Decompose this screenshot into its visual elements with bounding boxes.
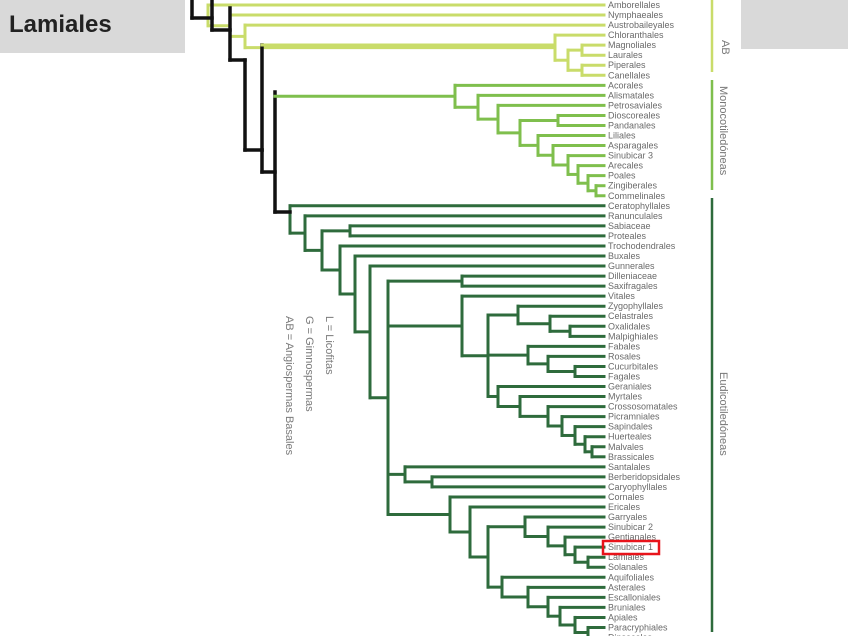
taxon-label: Bruniales xyxy=(608,602,646,612)
taxon-label: Dioscoreales xyxy=(608,110,661,120)
taxon-label: Ceratophyllales xyxy=(608,201,671,211)
tree-branches xyxy=(190,0,606,636)
taxon-label: Asparagales xyxy=(608,141,659,151)
taxon-label: Cucurbitales xyxy=(608,361,659,371)
taxon-label: Sapindales xyxy=(608,422,653,432)
taxon-label: Dipsacales xyxy=(608,633,653,636)
taxon-label: Dilleniaceae xyxy=(608,271,657,281)
taxon-label: Amborellales xyxy=(608,0,661,10)
taxon-label: Saxifragales xyxy=(608,281,658,291)
taxon-label: Laurales xyxy=(608,50,643,60)
taxon-label: Oxalidales xyxy=(608,321,651,331)
legend-line-2: G = Gimnospermas xyxy=(303,316,315,412)
taxon-label: Solanales xyxy=(608,562,648,572)
taxon-label: Rosales xyxy=(608,351,641,361)
group-label-eudicot: Eudicotiledóneas xyxy=(717,372,729,456)
taxon-label: Sabiaceae xyxy=(608,221,651,231)
slide-header-bar-right xyxy=(741,0,848,49)
taxon-label: Malvales xyxy=(608,442,644,452)
taxon-label: Buxales xyxy=(608,251,641,261)
slide-title: Lamiales xyxy=(9,11,112,38)
legend-line-1: L = Licofitas xyxy=(323,316,335,375)
taxon-label: Vitales xyxy=(608,291,635,301)
taxon-label: Picramniales xyxy=(608,412,660,422)
taxon-label: Escalloniales xyxy=(608,592,661,602)
taxon-label: Berberidopsidales xyxy=(608,472,681,482)
taxon-label: Commelinales xyxy=(608,191,666,201)
legend-line-3: AB = Angiospermas Basales xyxy=(283,316,295,456)
highlight-box xyxy=(601,539,661,556)
taxon-label: Nymphaeales xyxy=(608,10,664,20)
taxon-label: Acorales xyxy=(608,80,644,90)
taxon-label: Celastrales xyxy=(608,311,654,321)
taxon-label: Austrobaileyales xyxy=(608,20,675,30)
taxon-label: Trochodendrales xyxy=(608,241,676,251)
taxon-label: Santalales xyxy=(608,462,651,472)
group-label-mono: Monocotiledóneas xyxy=(717,86,729,176)
taxon-label: Brassicales xyxy=(608,452,655,462)
taxon-label: Caryophyllales xyxy=(608,482,668,492)
taxon-label: Liliales xyxy=(608,131,636,141)
taxon-label: Proteales xyxy=(608,231,647,241)
group-label-ab: AB xyxy=(719,40,731,55)
taxon-label: Fagales xyxy=(608,371,641,381)
taxon-label: Chloranthales xyxy=(608,30,664,40)
taxon-label: Zingiberales xyxy=(608,181,658,191)
taxon-label: Poales xyxy=(608,171,636,181)
taxon-label: Myrtales xyxy=(608,392,643,402)
taxon-label: Sinubicar 2 xyxy=(608,522,653,532)
taxon-label: Apiales xyxy=(608,612,638,622)
taxon-label: Asterales xyxy=(608,582,646,592)
taxon-labels: AmborellalesNymphaealesAustrobaileyalesC… xyxy=(608,0,681,636)
taxon-label: Zygophyllales xyxy=(608,301,664,311)
taxon-label: Paracryphiales xyxy=(608,622,668,632)
taxon-label: Canellales xyxy=(608,70,651,80)
taxon-label: Gentianales xyxy=(608,532,657,542)
taxon-label: Ranunculales xyxy=(608,211,663,221)
taxon-label: Lamiales xyxy=(608,552,645,562)
taxon-label: Alismatales xyxy=(608,90,655,100)
taxon-label: Arecales xyxy=(608,161,644,171)
taxon-label: Sinubicar 3 xyxy=(608,151,653,161)
taxon-label: Magnoliales xyxy=(608,40,657,50)
taxon-label: Piperales xyxy=(608,60,646,70)
taxon-label: Aquifoliales xyxy=(608,572,655,582)
taxon-label: Crossosomatales xyxy=(608,402,678,412)
taxon-label: Huerteales xyxy=(608,432,652,442)
taxon-label: Malpighiales xyxy=(608,331,659,341)
taxon-label: Geraniales xyxy=(608,382,652,392)
taxon-label: Cornales xyxy=(608,492,645,502)
taxon-label: Pandanales xyxy=(608,120,656,130)
taxon-label: Petrosaviales xyxy=(608,100,663,110)
taxon-label: Garryales xyxy=(608,512,648,522)
slide-title-bar: Lamiales xyxy=(0,0,185,53)
taxon-label: Sinubicar 1 xyxy=(608,542,653,552)
taxon-label: Fabales xyxy=(608,341,641,351)
taxon-label: Ericales xyxy=(608,502,641,512)
taxon-label: Gunnerales xyxy=(608,261,655,271)
